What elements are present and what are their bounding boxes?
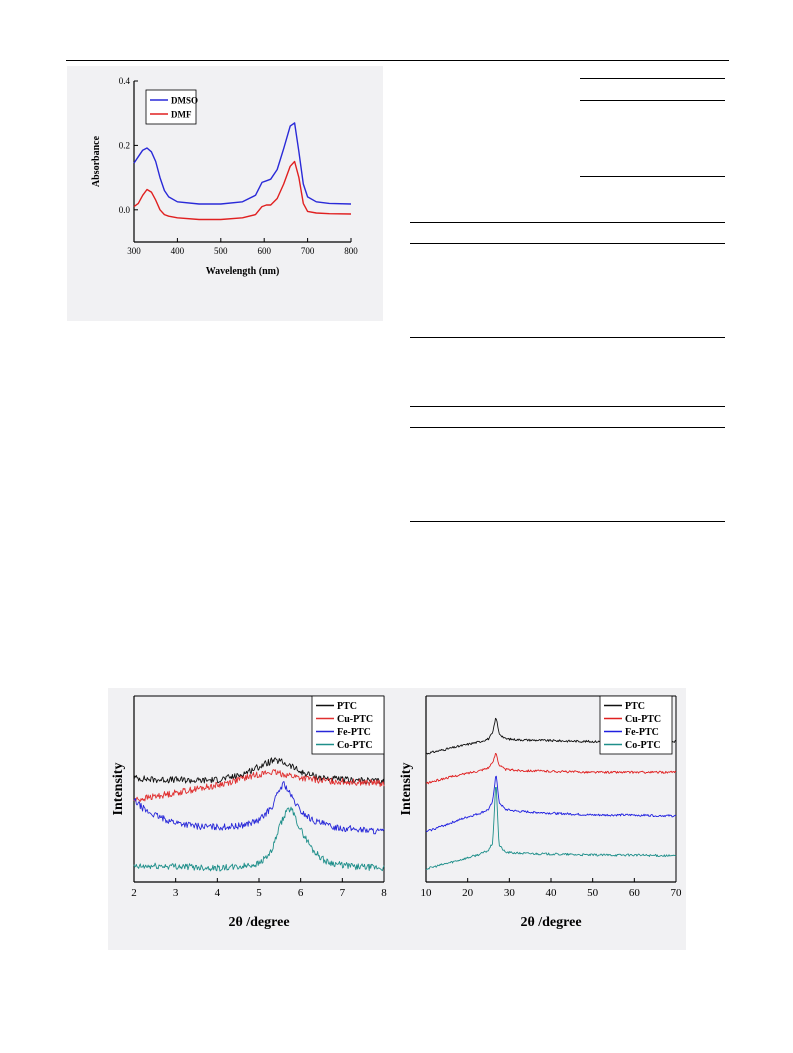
table-rule [580, 176, 725, 177]
legend: PTC Cu-PTC Fe-PTC Co-PTC [311, 695, 385, 755]
table-rule [410, 222, 725, 223]
legend-label: Cu-PTC [337, 714, 373, 725]
x-tick-label: 700 [301, 246, 315, 256]
xrd-wide-angle-chart: 10 20 30 40 50 60 70 2θ /degree Intensity PTC Cu-P… [399, 695, 683, 930]
legend-label: DMSO [171, 96, 198, 106]
x-tick-label: 500 [214, 246, 228, 256]
series-line-dmf [133, 160, 352, 221]
legend: DMSO DMF [145, 89, 198, 125]
legend-label: Cu-PTC [625, 714, 661, 725]
series-line-fe-ptc [133, 781, 385, 835]
series-line-fe-ptc [425, 775, 677, 833]
x-axis-label: 2θ /degree [228, 915, 289, 930]
legend-label: Co-PTC [625, 740, 661, 751]
table-rule [410, 521, 725, 522]
series-line-cu-ptc [133, 769, 385, 802]
legend: PTC Cu-PTC Fe-PTC Co-PTC [599, 695, 673, 755]
x-tick-label: 6 [298, 887, 304, 899]
x-tick-label: 3 [173, 887, 179, 899]
x-tick-label: 400 [171, 246, 185, 256]
x-tick-label: 5 [256, 887, 262, 899]
legend-label: DMF [171, 110, 192, 120]
x-tick-label: 800 [344, 246, 358, 256]
table-rule [410, 337, 725, 338]
x-tick-label: 40 [546, 887, 558, 899]
y-axis-label: Absorbance [91, 135, 102, 187]
series-line-dmso [133, 122, 352, 205]
x-axis-label: 2θ /degree [520, 915, 581, 930]
table-rule [580, 78, 725, 79]
y-tick-label: 0.0 [119, 205, 131, 215]
y-axis-label: Intensity [399, 763, 414, 816]
legend-label: Fe-PTC [337, 727, 371, 738]
legend-box [145, 89, 197, 125]
page-header-rule [66, 60, 729, 61]
legend-label: PTC [337, 701, 357, 712]
uv-vis-chart: 300 400 500 600 700 800 0.0 0.2 0.4 Wavelength (n… [91, 76, 359, 277]
table-rule [580, 100, 725, 101]
x-tick-label: 2 [131, 887, 137, 899]
x-tick-label: 4 [215, 887, 221, 899]
series-line-ptc [133, 757, 385, 785]
legend-label: Co-PTC [337, 740, 373, 751]
table-rule [410, 243, 725, 244]
legend-label: PTC [625, 701, 645, 712]
x-tick-label: 7 [340, 887, 346, 899]
x-tick-label: 60 [629, 887, 641, 899]
table-rule [410, 427, 725, 428]
y-tick-label: 0.4 [119, 76, 131, 86]
x-tick-label: 8 [381, 887, 387, 899]
x-tick-label: 30 [504, 887, 515, 899]
legend-label: Fe-PTC [625, 727, 659, 738]
x-axis-label: Wavelength (nm) [206, 266, 280, 277]
x-tick-label: 50 [587, 887, 599, 899]
x-tick-label: 300 [127, 246, 141, 256]
xrd-figure: 2 3 4 5 6 7 8 2θ /degree Intensity PTC Cu-PTC Fe-PT… [108, 688, 686, 950]
table-rule [410, 406, 725, 407]
axes: 300 400 500 600 700 800 0.0 0.2 0.4 [119, 76, 359, 256]
x-tick-label: 10 [421, 887, 433, 899]
y-axis-label: Intensity [111, 763, 126, 816]
x-tick-label: 20 [462, 887, 474, 899]
series-line-co-ptc [425, 786, 677, 871]
series-line-co-ptc [133, 806, 385, 872]
y-tick-label: 0.2 [119, 140, 130, 150]
x-tick-label: 600 [257, 246, 271, 256]
series-line-cu-ptc [425, 752, 677, 785]
uv-vis-figure: 300 400 500 600 700 800 0.0 0.2 0.4 Wavelength (n… [67, 66, 383, 321]
xrd-low-angle-chart: 2 3 4 5 6 7 8 2θ /degree Intensity PTC Cu-PTC Fe-PT… [111, 695, 387, 930]
x-tick-label: 70 [671, 887, 683, 899]
